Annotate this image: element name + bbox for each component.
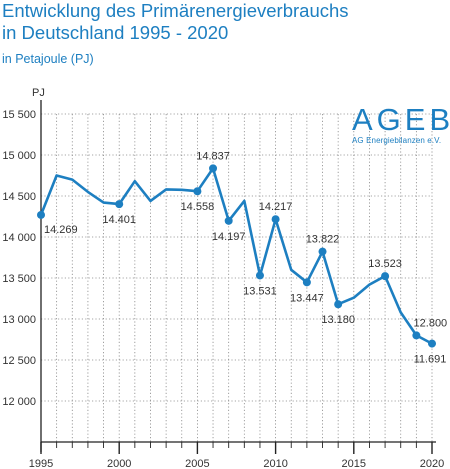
data-label-2017: 13.523	[368, 258, 402, 270]
y-tick-label: 13 500	[2, 273, 36, 285]
data-label-2014: 13.180	[321, 314, 355, 326]
data-label-2013: 13.822	[306, 234, 340, 246]
y-tick-label: 15 000	[2, 150, 36, 162]
y-tick-label: 13 000	[2, 314, 36, 326]
x-tick-label: 1995	[29, 458, 53, 469]
data-label-1995: 14.269	[44, 224, 78, 236]
y-tick-label: 12 500	[2, 355, 36, 367]
data-point-2014	[334, 300, 343, 309]
x-tick-labels: 1995 2000 2005 2010 2015 2020	[29, 458, 444, 469]
x-tick-label: 2015	[342, 458, 366, 469]
title-line-1: Entwicklung des Primärenergieverbrauchs	[2, 0, 349, 21]
x-tick-label: 2005	[185, 458, 209, 469]
series-polyline	[39, 167, 433, 345]
data-point-2019	[412, 331, 421, 340]
data-point-2006	[209, 164, 218, 173]
data-label-2019: 12.800	[414, 317, 448, 329]
y-tick-label: 14 500	[2, 191, 36, 203]
data-label-2009: 13.531	[243, 285, 277, 297]
y-tick-label: 15 500	[2, 109, 36, 121]
data-label-2010: 14.217	[259, 201, 293, 213]
y-axis-label: PJ	[32, 87, 45, 99]
y-tick-label: 14 000	[2, 232, 36, 244]
x-tick-label: 2010	[263, 458, 287, 469]
data-point-2010	[271, 215, 280, 224]
x-tick-label: 2000	[107, 458, 131, 469]
data-label-2006: 14.837	[196, 150, 230, 162]
x-tick-label: 2020	[420, 458, 444, 469]
data-point-2013	[318, 247, 327, 256]
ageb-logo: AGEB AG Energiebilanzen e.V.	[352, 102, 450, 146]
data-label-2020: 11.691	[414, 354, 447, 366]
data-label-2012: 13.447	[290, 292, 324, 304]
data-label-2000: 14.401	[102, 214, 136, 226]
data-label-2007: 14.197	[212, 231, 246, 243]
axes	[40, 100, 436, 454]
logo-tagline: AG Energiebilanzen e.V.	[352, 136, 442, 145]
series-line	[39, 167, 433, 345]
data-point-2000	[115, 200, 124, 209]
logo-wordmark: AGEB	[352, 102, 450, 137]
chart-title: Entwicklung des Primärenergieverbrauchs i…	[2, 0, 349, 44]
data-point-1995	[37, 210, 45, 219]
data-label-2005: 14.558	[181, 201, 215, 213]
y-tick-labels: 12 000 12 500 13 000 13 500 14 000 14 500 15 0…	[2, 109, 36, 408]
data-point-2017	[381, 272, 390, 281]
title-line-2: in Deutschland 1995 - 2020	[2, 22, 229, 43]
data-point-2009	[255, 271, 264, 280]
data-point-2007	[224, 216, 233, 225]
data-point-2012	[302, 278, 311, 287]
y-tick-label: 12 000	[2, 396, 36, 408]
gridlines	[41, 113, 433, 442]
data-point-2005	[193, 187, 202, 196]
data-labels: 14.269 14.401 14.558 14.837 14.197 13.531 14.2…	[44, 150, 447, 365]
chart-subtitle: in Petajoule (PJ)	[2, 52, 94, 66]
data-point-2020	[428, 339, 436, 348]
data-points	[37, 164, 436, 348]
